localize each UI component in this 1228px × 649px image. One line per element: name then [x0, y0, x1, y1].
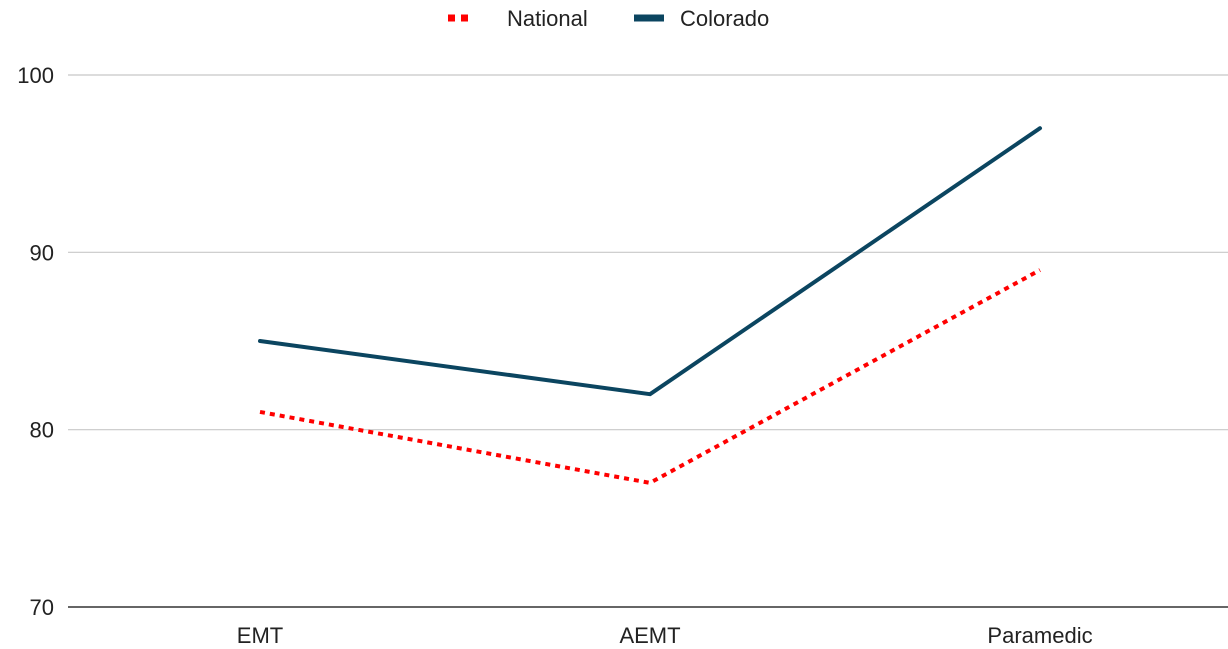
y-tick-label-90: 90 — [30, 240, 54, 265]
series-line-colorado — [258, 126, 1042, 397]
y-tick-label-70: 70 — [30, 595, 54, 620]
series-line-national — [259, 268, 1041, 485]
x-tick-label-aemt: AEMT — [619, 623, 680, 648]
x-tick-label-paramedic: Paramedic — [987, 623, 1092, 648]
legend-label-colorado: Colorado — [680, 6, 769, 31]
x-axis: EMT AEMT Paramedic — [237, 623, 1093, 648]
chart-legend: National Colorado — [448, 6, 769, 31]
x-tick-label-emt: EMT — [237, 623, 283, 648]
y-tick-label-100: 100 — [17, 63, 54, 88]
y-axis: 70 80 90 100 — [17, 63, 54, 620]
legend-label-national: National — [507, 6, 588, 31]
y-tick-label-80: 80 — [30, 418, 54, 443]
chart-series — [258, 126, 1042, 485]
chart-gridlines — [68, 74, 1228, 608]
